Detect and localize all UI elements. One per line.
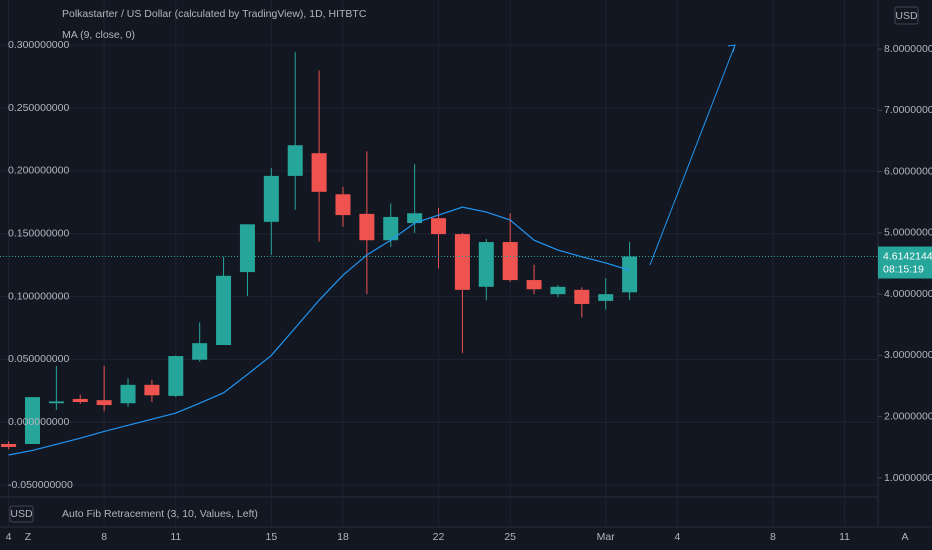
candle-body	[550, 286, 566, 295]
candle-body	[263, 175, 279, 222]
candle-body	[478, 242, 494, 287]
x-tick-label: 25	[504, 531, 516, 543]
candle-body	[120, 384, 136, 404]
candle-body	[24, 397, 40, 444]
y-tick-label: 0.050000000	[8, 353, 69, 365]
candle-body	[502, 242, 518, 281]
candle-body	[454, 234, 470, 290]
y-tick-label: 0.250000000	[8, 102, 69, 114]
y-tick-label: 0.100000000	[8, 290, 69, 302]
candle-body	[526, 280, 542, 290]
x-tick-label: 18	[337, 531, 349, 543]
x-tick-label: 22	[433, 531, 445, 543]
candle-body	[239, 224, 255, 273]
candle-body	[574, 289, 590, 304]
candle-body	[216, 275, 232, 346]
x-tick-label: 11	[839, 531, 850, 543]
y-tick-label: 0.200000000	[8, 165, 69, 177]
y2-tick-label: 8.000000000	[884, 43, 932, 55]
y2-tick-label: 2.000000000	[884, 411, 932, 423]
candle-body	[622, 256, 638, 293]
y2-tick-label: 5.000000000	[884, 227, 932, 239]
zoom-button[interactable]: Z	[25, 531, 32, 543]
candle-body	[431, 218, 447, 235]
x-tick-label: Mar	[597, 531, 616, 543]
last-price-box	[878, 246, 932, 279]
candle-body	[287, 145, 303, 176]
y2-tick-label: 1.000000000	[884, 472, 932, 484]
x-tick-label: 8	[101, 531, 107, 543]
projection-arrow	[727, 44, 736, 53]
pane-currency-label[interactable]: USD	[10, 508, 33, 520]
y-tick-label: 0.000000000	[8, 416, 69, 428]
x-tick-label: 8	[770, 531, 776, 543]
candle-body	[1, 443, 17, 447]
x-tick-label: 15	[265, 531, 277, 543]
pane-currency-button[interactable]	[9, 505, 34, 523]
y2-tick-label: 7.000000000	[884, 104, 932, 116]
projection-line	[649, 44, 736, 266]
candle-body	[192, 343, 208, 360]
candle-body	[311, 153, 327, 192]
currency-button[interactable]	[894, 6, 919, 25]
y-tick-label: -0.050000000	[8, 479, 73, 491]
y2-tick-label: 3.000000000	[884, 349, 932, 361]
x-tick-label: 4	[674, 531, 680, 543]
candle-body	[407, 213, 423, 224]
pane-label: Auto Fib Retracement (3, 10, Values, Lef…	[62, 508, 258, 520]
x-tick-label: 11	[170, 531, 181, 543]
candle-body	[48, 401, 64, 404]
countdown-label: 08:15:19	[883, 263, 924, 275]
y-tick-label: 0.150000000	[8, 228, 69, 240]
y-tick-label: 0.300000000	[8, 39, 69, 51]
auto-button[interactable]: A	[901, 531, 908, 543]
candle-body	[598, 294, 614, 301]
candle-body	[383, 216, 399, 241]
marks	[1, 52, 638, 456]
candle-body	[144, 384, 160, 396]
candle-body	[168, 356, 184, 396]
ma-line	[8, 206, 630, 456]
candle-body	[359, 213, 375, 241]
y2-tick-label: 6.000000000	[884, 165, 932, 177]
candle-body	[72, 398, 88, 403]
chart-title: Polkastarter / US Dollar (calculated by …	[62, 8, 367, 20]
candle-body	[96, 400, 112, 406]
indicator-label: MA (9, close, 0)	[62, 29, 135, 41]
currency-label[interactable]: USD	[895, 10, 918, 22]
last-price-label: 4.614214467	[883, 250, 932, 262]
candle-body	[335, 194, 351, 216]
y2-tick-label: 4.000000000	[884, 288, 932, 300]
x-tick-label: 4	[6, 531, 12, 543]
